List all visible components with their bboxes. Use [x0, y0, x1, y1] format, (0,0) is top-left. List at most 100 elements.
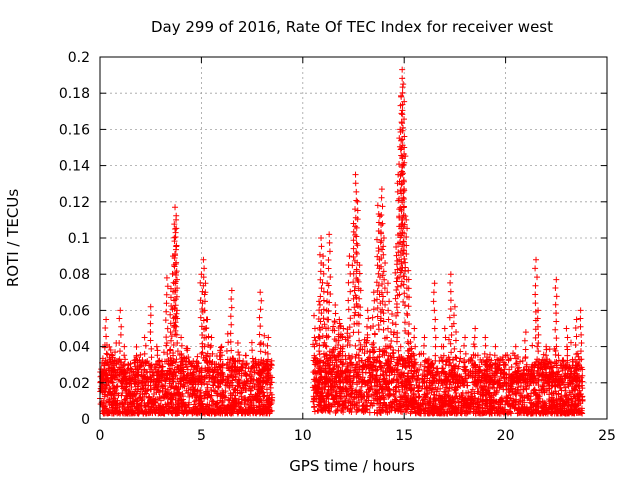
data-point	[399, 89, 406, 96]
data-point	[147, 337, 154, 344]
data-point	[364, 331, 371, 338]
data-point	[379, 220, 386, 227]
data-point	[396, 143, 403, 150]
data-point	[352, 232, 359, 239]
data-point	[347, 288, 354, 295]
data-point	[147, 312, 154, 319]
data-point	[103, 350, 110, 357]
data-point	[167, 346, 174, 353]
data-point	[347, 315, 354, 322]
data-point	[325, 265, 332, 272]
data-point	[318, 243, 325, 250]
data-point	[393, 301, 400, 308]
data-point	[227, 313, 234, 320]
data-point	[326, 231, 333, 238]
data-point	[173, 331, 180, 338]
data-point	[102, 324, 109, 331]
data-point	[405, 267, 412, 274]
data-point	[163, 308, 170, 315]
data-point	[201, 265, 208, 272]
data-point	[256, 314, 263, 321]
data-point	[228, 287, 235, 294]
data-point	[178, 342, 185, 349]
data-point	[327, 273, 334, 280]
data-point	[384, 280, 391, 287]
data-point	[355, 329, 362, 336]
data-point	[311, 334, 318, 341]
data-point	[350, 245, 357, 252]
data-point	[326, 239, 333, 246]
data-point	[317, 293, 324, 300]
data-point	[224, 330, 231, 337]
data-point	[345, 279, 352, 286]
data-point	[354, 242, 361, 249]
data-point	[353, 224, 360, 231]
data-point	[378, 186, 385, 193]
data-point	[434, 365, 441, 372]
data-point	[311, 325, 318, 332]
data-point	[378, 194, 385, 201]
data-point	[320, 297, 327, 304]
data-point	[103, 316, 110, 323]
data-point	[243, 371, 250, 378]
data-point	[403, 310, 410, 317]
data-point	[163, 274, 170, 281]
data-point	[256, 331, 263, 338]
data-point	[369, 314, 376, 321]
data-point	[147, 303, 154, 310]
data-point	[422, 357, 429, 364]
data-point	[363, 397, 370, 404]
data-point	[316, 298, 323, 305]
data-point	[243, 352, 250, 359]
data-point	[398, 152, 405, 159]
data-point	[154, 352, 161, 359]
data-point	[257, 306, 264, 313]
data-point	[555, 352, 562, 359]
data-point	[375, 270, 382, 277]
data-point	[194, 353, 201, 360]
data-point	[208, 334, 215, 341]
data-point	[350, 329, 357, 336]
data-point	[370, 339, 377, 346]
data-point	[421, 342, 428, 349]
data-point	[164, 325, 171, 332]
data-point	[141, 350, 148, 357]
data-point	[311, 312, 318, 319]
data-point	[401, 187, 408, 194]
data-point	[121, 352, 128, 359]
data-point	[353, 233, 360, 240]
data-point	[388, 338, 395, 345]
data-point	[399, 75, 406, 82]
data-point	[234, 339, 241, 346]
data-point	[122, 386, 129, 393]
data-point	[228, 296, 235, 303]
data-point	[456, 358, 463, 365]
data-point	[352, 171, 359, 178]
data-point	[350, 254, 357, 261]
data-point	[385, 307, 392, 314]
data-point	[356, 295, 363, 302]
data-point	[208, 342, 215, 349]
data-point	[365, 315, 372, 322]
data-point	[316, 351, 323, 358]
data-point	[402, 259, 409, 266]
data-point	[375, 326, 382, 333]
data-point	[311, 403, 318, 410]
data-point	[172, 302, 179, 309]
data-point	[117, 307, 124, 314]
data-point	[332, 310, 339, 317]
data-point	[320, 315, 327, 322]
data-point	[320, 253, 327, 260]
data-point	[197, 314, 204, 321]
data-point	[346, 253, 353, 260]
data-point	[163, 291, 170, 298]
data-point	[318, 235, 325, 241]
data-point	[370, 306, 377, 313]
data-point	[352, 206, 359, 213]
data-point	[398, 145, 405, 152]
data-point	[400, 81, 407, 88]
data-point	[397, 282, 404, 289]
data-point	[197, 279, 204, 286]
data-point	[404, 312, 411, 319]
data-point	[353, 188, 360, 195]
